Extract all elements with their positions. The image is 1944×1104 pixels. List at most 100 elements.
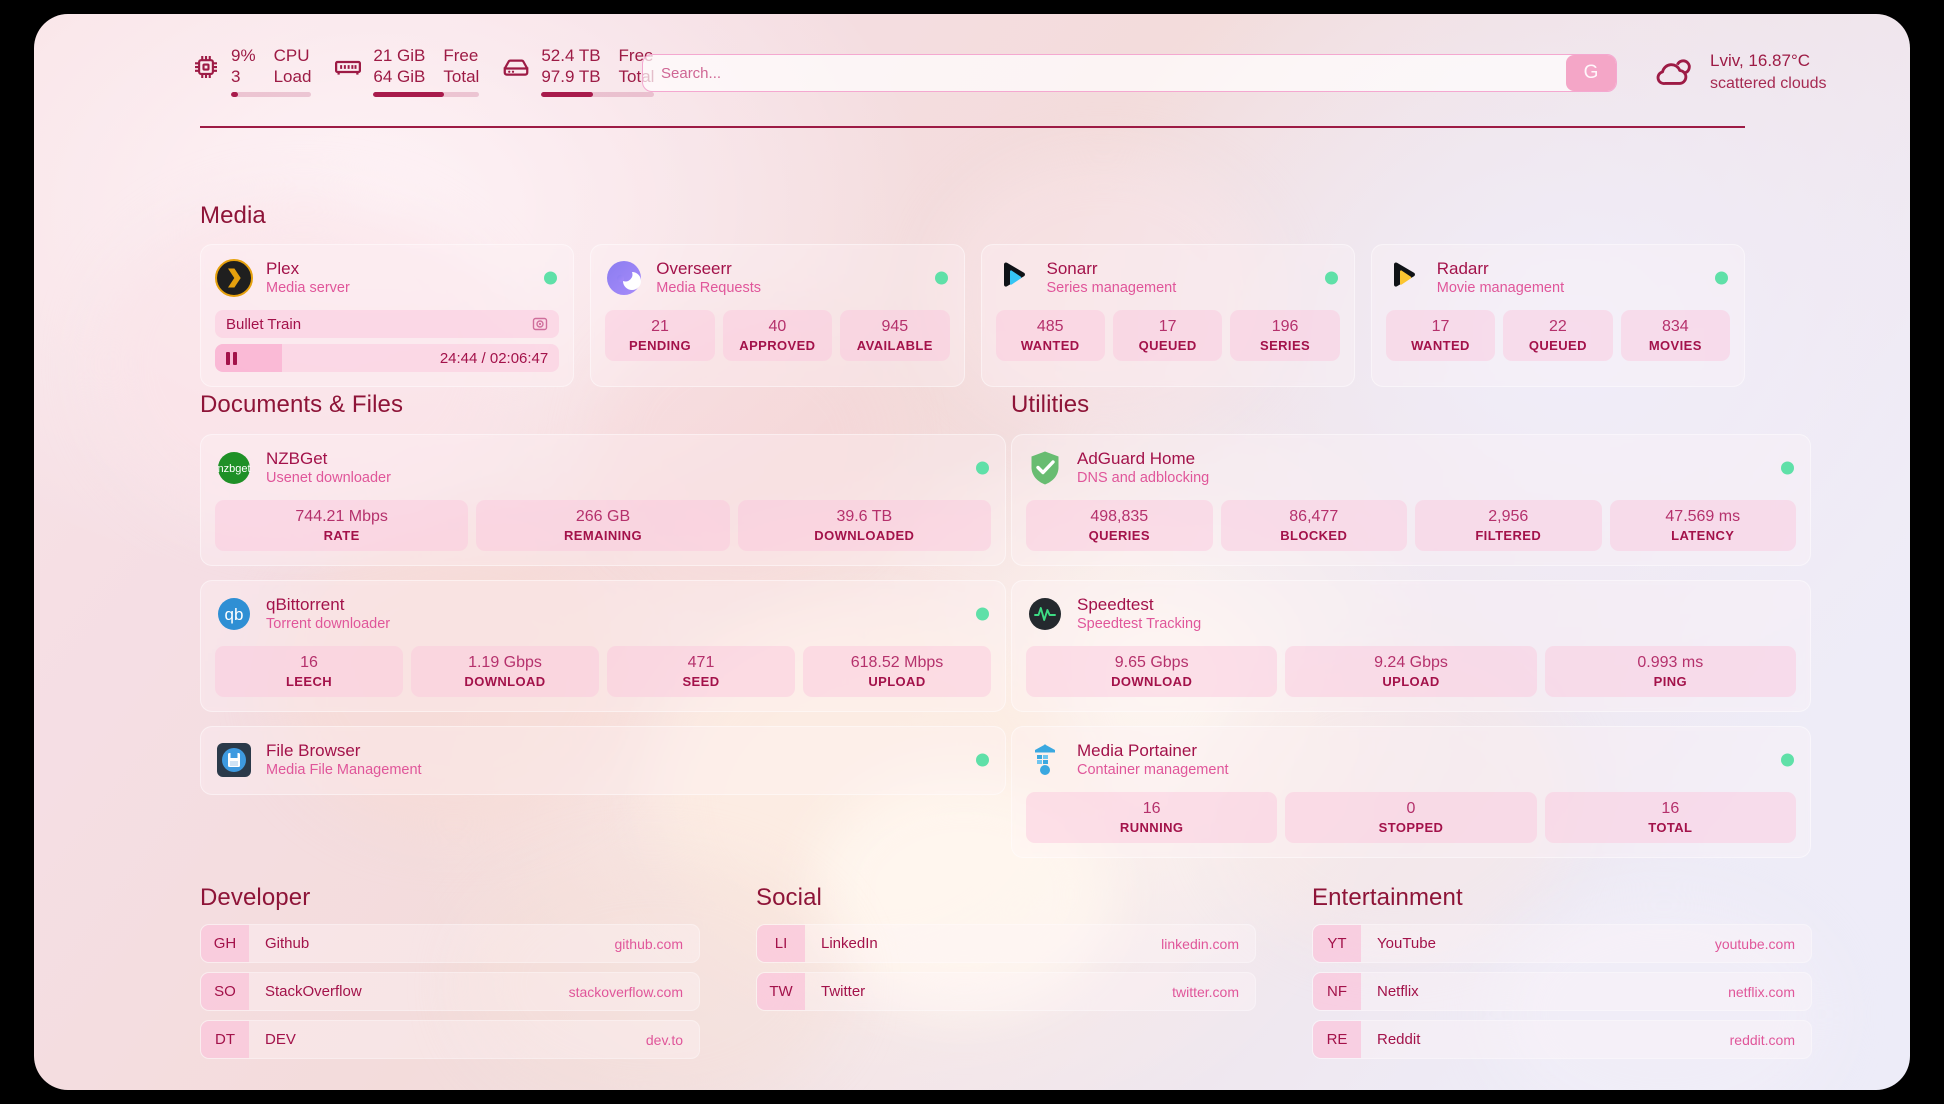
nzbget-status-dot <box>976 461 989 475</box>
bookmark-dev[interactable]: DT DEV dev.to <box>200 1020 700 1059</box>
disk-icon <box>501 52 531 82</box>
bookmark-reddit[interactable]: RE Reddit reddit.com <box>1312 1020 1812 1059</box>
metric-label: DOWNLOAD <box>464 674 546 690</box>
file-browser-status-dot <box>976 753 989 767</box>
metric-value: 17 <box>1158 318 1177 336</box>
nzbget-subtitle: Usenet downloader <box>266 470 391 487</box>
bookmark-name: StackOverflow <box>265 983 362 1000</box>
bookmark-url: reddit.com <box>1729 1031 1795 1048</box>
bookmark-twitter[interactable]: TW Twitter twitter.com <box>756 972 1256 1011</box>
cast-icon[interactable] <box>532 316 548 332</box>
adguard-metrics: 498,835 QUERIES 86,477 BLOCKED 2,956 FIL… <box>1026 500 1796 552</box>
speedtest-icon <box>1026 595 1064 633</box>
radarr-status-dot <box>1715 271 1728 285</box>
disk-usage-bar <box>541 92 655 97</box>
bookmark-linkedin[interactable]: LI LinkedIn linkedin.com <box>756 924 1256 963</box>
metric-value: 39.6 TB <box>836 508 893 526</box>
memory-label-top: Free <box>443 46 479 65</box>
portainer-name: Media Portainer <box>1077 741 1198 761</box>
bookmark-badge: RE <box>1313 1021 1361 1058</box>
documents-cards-column: nzbget NZBGet Usenet downloader 744.21 M… <box>200 434 1006 796</box>
metric-label: RUNNING <box>1119 820 1184 836</box>
bookmark-netflix[interactable]: NF Netflix netflix.com <box>1312 972 1812 1011</box>
bookmark-stackoverflow[interactable]: SO StackOverflow stackoverflow.com <box>200 972 700 1011</box>
metric-value: 9.24 Gbps <box>1374 654 1448 672</box>
portainer-metrics: 16 RUNNING 0 STOPPED 16 TOTAL <box>1026 792 1796 844</box>
metric-series: 196 SERIES <box>1230 310 1340 362</box>
search-google-button[interactable]: G <box>1566 55 1616 91</box>
service-card-sonarr[interactable]: Sonarr Series management 485 WANTED 17 Q… <box>980 244 1355 388</box>
plex-playback-progress[interactable]: 24:44 / 02:06:47 <box>215 344 560 373</box>
service-card-adguard-home[interactable]: AdGuard Home DNS and adblocking 498,835 … <box>1011 434 1811 567</box>
metric-value: 834 <box>1661 318 1689 336</box>
metric-label: WANTED <box>1411 338 1470 354</box>
section-title-documents: Documents & Files <box>200 391 404 418</box>
header-divider <box>200 126 1745 128</box>
metric-label: DOWNLOADED <box>814 528 915 544</box>
plex-name: Plex <box>266 259 300 278</box>
metric-value: 86,477 <box>1289 508 1339 526</box>
bookmark-url: github.com <box>614 935 683 952</box>
bookmark-url: stackoverflow.com <box>568 983 683 1000</box>
metric-value: 17 <box>1431 318 1450 336</box>
service-card-plex[interactable]: Plex Media server Bullet Train <box>200 244 575 388</box>
memory-usage-bar <box>373 92 480 97</box>
service-card-nzbget[interactable]: nzbget NZBGet Usenet downloader 744.21 M… <box>200 434 1006 567</box>
media-cards-row: Plex Media server Bullet Train <box>200 244 1745 388</box>
section-title-media: Media <box>200 202 266 229</box>
metric-value: 498,835 <box>1090 508 1149 526</box>
bookmark-badge: TW <box>757 973 805 1010</box>
overseerr-name: Overseerr <box>656 259 732 278</box>
bookmark-group-developer: Developer GH Github github.com SO StackO… <box>200 884 700 1068</box>
bookmark-url: youtube.com <box>1714 935 1795 952</box>
service-card-radarr[interactable]: Radarr Movie management 17 WANTED 22 QUE… <box>1370 244 1745 388</box>
bookmark-youtube[interactable]: YT YouTube youtube.com <box>1312 924 1812 963</box>
bookmark-url: twitter.com <box>1172 983 1239 1000</box>
metric-downloaded: 39.6 TB DOWNLOADED <box>737 500 991 552</box>
service-card-media-portainer[interactable]: Media Portainer Container management 16 … <box>1011 726 1811 859</box>
metric-value: 16 <box>1661 800 1680 818</box>
metric-value: 16 <box>1142 800 1161 818</box>
metric-value: 744.21 Mbps <box>295 508 388 526</box>
metric-label: RATE <box>323 528 360 544</box>
service-card-file-browser[interactable]: File Browser Media File Management <box>200 726 1006 796</box>
search-bar[interactable]: G <box>642 54 1617 92</box>
qbittorrent-name: qBittorrent <box>266 595 345 615</box>
utilities-cards-column: AdGuard Home DNS and adblocking 498,835 … <box>1011 434 1811 859</box>
service-card-speedtest[interactable]: Speedtest Speedtest Tracking 9.65 Gbps D… <box>1011 580 1811 713</box>
metric-pending: 21 PENDING <box>605 310 715 362</box>
bookmark-group-social: Social LI LinkedIn linkedin.com TW Twitt… <box>756 884 1256 1068</box>
bookmark-github[interactable]: GH Github github.com <box>200 924 700 963</box>
metric-queries: 498,835 QUERIES <box>1026 500 1213 552</box>
speedtest-metrics: 9.65 Gbps DOWNLOAD 9.24 Gbps UPLOAD 0.99… <box>1026 646 1796 698</box>
metric-label: QUEUED <box>1528 338 1587 354</box>
metric-value: 485 <box>1036 318 1064 336</box>
bookmark-group-title: Social <box>756 884 822 911</box>
metric-label: APPROVED <box>739 338 816 354</box>
plex-icon <box>215 259 253 298</box>
bookmark-badge: DT <box>201 1021 249 1058</box>
disk-value-top: 52.4 TB <box>541 46 601 65</box>
metric-label: WANTED <box>1020 338 1080 354</box>
speedtest-subtitle: Speedtest Tracking <box>1077 616 1202 633</box>
metric-value: 196 <box>1271 318 1299 336</box>
metric-blocked: 86,477 BLOCKED <box>1220 500 1407 552</box>
plex-subtitle: Media server <box>266 280 350 297</box>
metric-label: UPLOAD <box>1382 674 1440 690</box>
weather-condition: scattered clouds <box>1710 74 1827 92</box>
nzbget-metrics: 744.21 Mbps RATE 266 GB REMAINING 39.6 T… <box>215 500 991 552</box>
metric-upload: 9.24 Gbps UPLOAD <box>1285 646 1537 698</box>
metric-stopped: 0 STOPPED <box>1285 792 1537 844</box>
metric-wanted: 17 WANTED <box>1385 310 1496 362</box>
metric-available: 945 AVAILABLE <box>840 310 950 362</box>
sonarr-subtitle: Series management <box>1046 280 1177 297</box>
service-card-overseerr[interactable]: Overseerr Media Requests 21 PENDING 40 A… <box>590 244 965 388</box>
memory-icon <box>333 52 363 82</box>
metric-rate: 744.21 Mbps RATE <box>215 500 469 552</box>
service-card-qbittorrent[interactable]: qb qBittorrent Torrent downloader 16 LEE… <box>200 580 1006 713</box>
pause-icon[interactable] <box>226 351 237 365</box>
bookmark-badge: SO <box>201 973 249 1010</box>
metric-movies: 834 MOVIES <box>1620 310 1731 362</box>
search-input[interactable] <box>643 55 1566 91</box>
adguard-name: AdGuard Home <box>1077 449 1196 468</box>
